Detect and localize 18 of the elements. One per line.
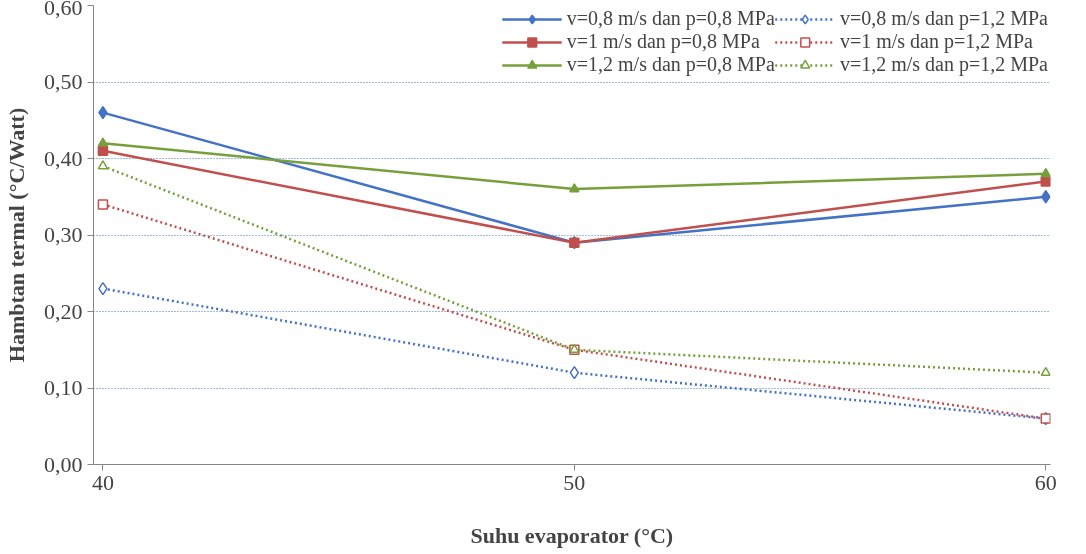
y-tick-label: 0,20 (44, 298, 83, 324)
y-axis-title: Hambtan termal (°C/Watt) (4, 107, 29, 363)
legend-label: v=0,8 m/s dan p=0,8 MPa (566, 7, 775, 30)
y-tick-label: 0,30 (44, 222, 83, 247)
x-tick-label: 40 (91, 469, 114, 495)
y-tick-label: 0,60 (44, 0, 83, 20)
y-tick-label: 0,10 (44, 375, 83, 400)
y-tick-label: 0,40 (44, 145, 83, 171)
legend-label: v=1 m/s dan p=0,8 MPa (566, 30, 760, 53)
legend-label: v=1,2 m/s dan p=1,2 MPa (839, 53, 1048, 76)
x-tick-label: 50 (563, 469, 586, 495)
x-tick-label: 60 (1034, 469, 1057, 495)
legend-label: v=1,2 m/s dan p=0,8 MPa (566, 53, 775, 76)
legend-label: v=1 m/s dan p=1,2 MPa (839, 30, 1033, 53)
x-axis-title: Suhu evaporator (°C) (470, 522, 674, 548)
legend-label: v=0,8 m/s dan p=1,2 MPa (839, 7, 1048, 30)
y-tick-label: 0,00 (44, 451, 83, 477)
y-tick-label: 0,50 (44, 69, 83, 94)
